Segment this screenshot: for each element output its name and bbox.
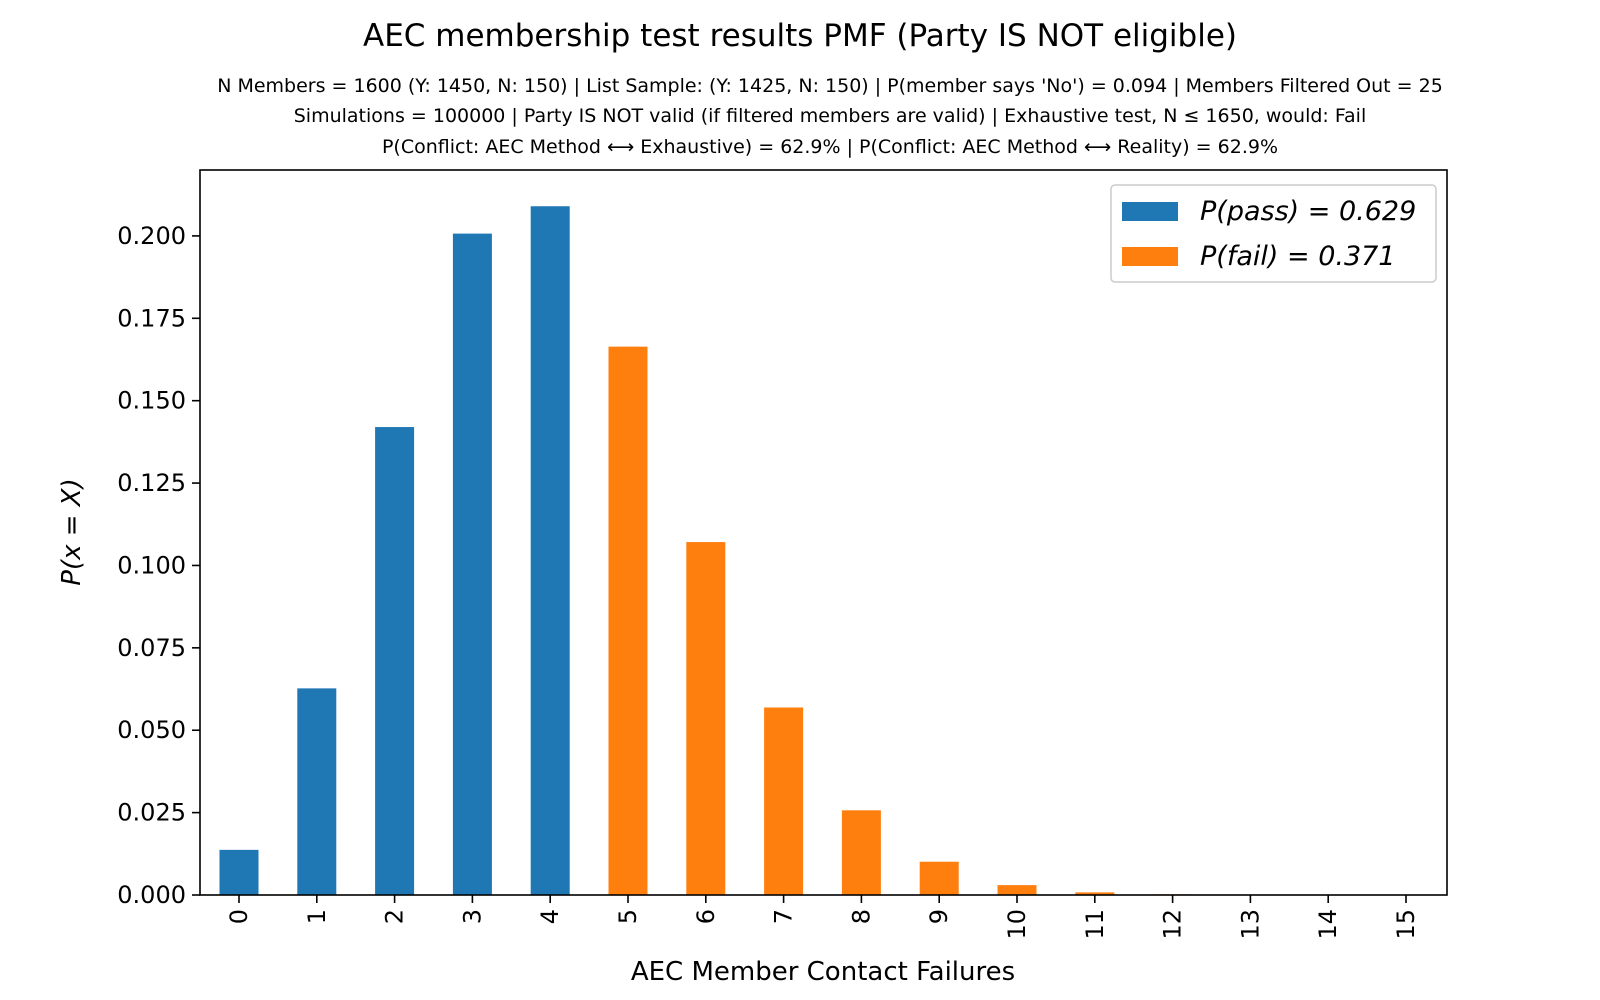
x-tick-label-0: 0 xyxy=(225,909,253,924)
bar-8 xyxy=(841,810,881,895)
bar-2 xyxy=(375,427,415,895)
x-tick-label-4: 4 xyxy=(536,909,564,924)
x-tick-label-11: 11 xyxy=(1081,909,1109,940)
chart-subtitle-line-1: N Members = 1600 (Y: 1450, N: 150) | Lis… xyxy=(217,75,1443,97)
y-tick-label-5: 0.125 xyxy=(117,469,186,497)
x-tick-label-13: 13 xyxy=(1236,909,1264,940)
x-tick-label-2: 2 xyxy=(381,909,409,924)
chart-title: AEC membership test results PMF (Party I… xyxy=(363,18,1237,54)
bar-6 xyxy=(686,542,726,895)
y-tick-label-8: 0.200 xyxy=(117,222,186,250)
x-tick-label-5: 5 xyxy=(614,909,642,924)
y-tick-label-0: 0.000 xyxy=(117,881,186,909)
y-axis: 0.000 0.025 0.050 0.075 0.100 0.125 0.150 0.175… xyxy=(117,222,200,909)
x-tick-label-9: 9 xyxy=(925,909,953,924)
bar-1 xyxy=(297,688,337,896)
bars-layer xyxy=(219,206,1348,896)
legend: P(pass) = 0.629 P(fail) = 0.371 xyxy=(1110,184,1437,283)
chart-subtitle-line-2: Simulations = 100000 | Party IS NOT vali… xyxy=(294,105,1367,127)
x-tick-label-7: 7 xyxy=(770,909,798,924)
y-tick-label-2: 0.050 xyxy=(117,716,186,744)
x-tick-label-12: 12 xyxy=(1159,909,1187,940)
x-tick-label-6: 6 xyxy=(692,909,720,924)
bar-9 xyxy=(919,861,959,895)
legend-box xyxy=(1110,184,1437,283)
x-tick-label-3: 3 xyxy=(458,909,486,924)
chart-subtitle-line-3: P(Conflict: AEC Method ⟷ Exhaustive) = 6… xyxy=(382,136,1278,158)
legend-swatch-pass xyxy=(1122,202,1178,221)
bar-4 xyxy=(530,206,570,895)
y-tick-label-7: 0.175 xyxy=(117,304,186,332)
bar-3 xyxy=(452,233,492,896)
plot-area-frame xyxy=(199,169,1448,896)
bar-7 xyxy=(764,707,804,895)
y-tick-label-4: 0.100 xyxy=(117,551,186,579)
x-tick-label-8: 8 xyxy=(847,909,875,924)
x-tick-label-15: 15 xyxy=(1392,909,1420,940)
x-tick-label-14: 14 xyxy=(1314,909,1342,940)
bar-10 xyxy=(997,885,1037,895)
legend-label-pass: P(pass) = 0.629 xyxy=(1200,196,1416,227)
legend-label-fail: P(fail) = 0.371 xyxy=(1200,241,1396,272)
legend-swatch-fail xyxy=(1122,247,1178,266)
bar-11 xyxy=(1075,892,1115,895)
y-tick-label-1: 0.025 xyxy=(117,799,186,827)
x-axis: 0 1 2 3 4 5 6 7 8 9 10 11 12 13 14 15 xyxy=(225,895,1420,940)
bar-5 xyxy=(608,346,648,895)
x-axis-label: AEC Member Contact Failures xyxy=(631,957,1015,987)
y-tick-label-3: 0.075 xyxy=(117,634,186,662)
y-tick-label-6: 0.150 xyxy=(117,387,186,415)
y-axis-label: P(x = X) xyxy=(57,478,87,585)
x-tick-label-1: 1 xyxy=(303,909,331,924)
x-tick-label-10: 10 xyxy=(1003,909,1031,940)
bar-0 xyxy=(219,849,259,895)
